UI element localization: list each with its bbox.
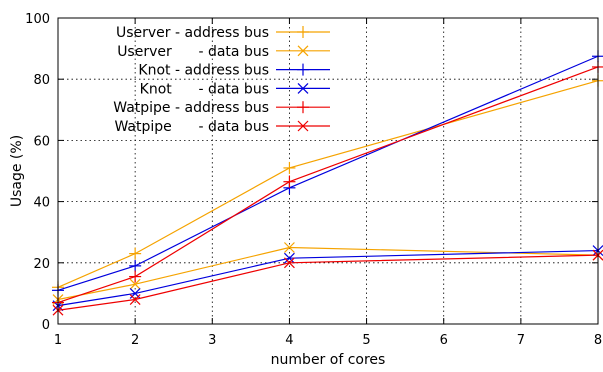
cross-marker <box>297 45 309 57</box>
x-tick-label: 2 <box>131 333 139 348</box>
legend: Userver - address bus Userver - data bus K… <box>113 25 330 135</box>
series-line <box>57 66 599 304</box>
y-tick-label: 80 <box>33 73 50 88</box>
cross-marker <box>284 252 295 264</box>
cross-marker <box>284 242 295 253</box>
legend-item: Watpipe - address bus <box>113 100 330 116</box>
legend-item: Userver - data bus <box>117 44 330 60</box>
plus-marker <box>283 161 296 174</box>
y-axis-ticks: 0 20 40 60 80 100 <box>25 12 598 333</box>
series-5 <box>52 60 603 309</box>
legend-label: Knot - data bus <box>140 81 269 97</box>
plus-marker <box>283 175 296 188</box>
series-line <box>57 246 599 301</box>
series-layer <box>52 50 603 316</box>
y-axis-label: Usage (%) <box>9 135 25 207</box>
series-line <box>57 55 599 291</box>
legend-item: Knot - data bus <box>140 81 330 97</box>
legend-label: Userver - address bus <box>116 25 269 41</box>
legend-label: Userver - data bus <box>117 44 269 60</box>
series-line <box>57 254 599 311</box>
plus-marker <box>129 270 142 283</box>
x-tick-label: 4 <box>285 333 293 348</box>
x-axis-label: number of cores <box>271 352 386 368</box>
cross-marker <box>297 82 309 94</box>
y-tick-label: 60 <box>33 134 50 149</box>
plot-frame <box>57 17 599 325</box>
cross-marker <box>129 278 141 290</box>
x-tick-label: 1 <box>54 333 62 348</box>
x-axis-ticks: 1 2 3 4 5 6 7 8 <box>54 18 602 348</box>
y-tick-label: 0 <box>42 318 50 333</box>
series-line <box>57 249 599 307</box>
plus-marker <box>297 63 309 76</box>
legend-item: Userver - address bus <box>116 25 330 41</box>
plus-marker <box>129 247 142 260</box>
legend-item: Watpipe - data bus <box>114 119 330 135</box>
plus-marker <box>297 101 309 114</box>
plus-marker <box>129 259 142 272</box>
x-tick-label: 3 <box>208 333 216 348</box>
grid-lines <box>58 18 598 324</box>
legend-label: Watpipe - data bus <box>114 119 269 135</box>
cross-marker <box>297 120 309 132</box>
cross-marker <box>129 294 141 305</box>
legend-label: Watpipe - address bus <box>113 100 269 116</box>
y-tick-label: 20 <box>33 257 50 272</box>
x-tick-label: 5 <box>362 333 370 348</box>
plus-marker <box>297 26 309 38</box>
cross-marker <box>284 257 295 269</box>
x-tick-label: 8 <box>594 333 602 348</box>
x-tick-label: 6 <box>440 333 448 348</box>
legend-label: Knot - address bus <box>138 63 269 79</box>
legend-item: Knot - address bus <box>138 63 330 79</box>
y-tick-label: 40 <box>33 196 50 211</box>
x-tick-label: 7 <box>517 333 525 348</box>
y-tick-label: 100 <box>25 12 50 27</box>
